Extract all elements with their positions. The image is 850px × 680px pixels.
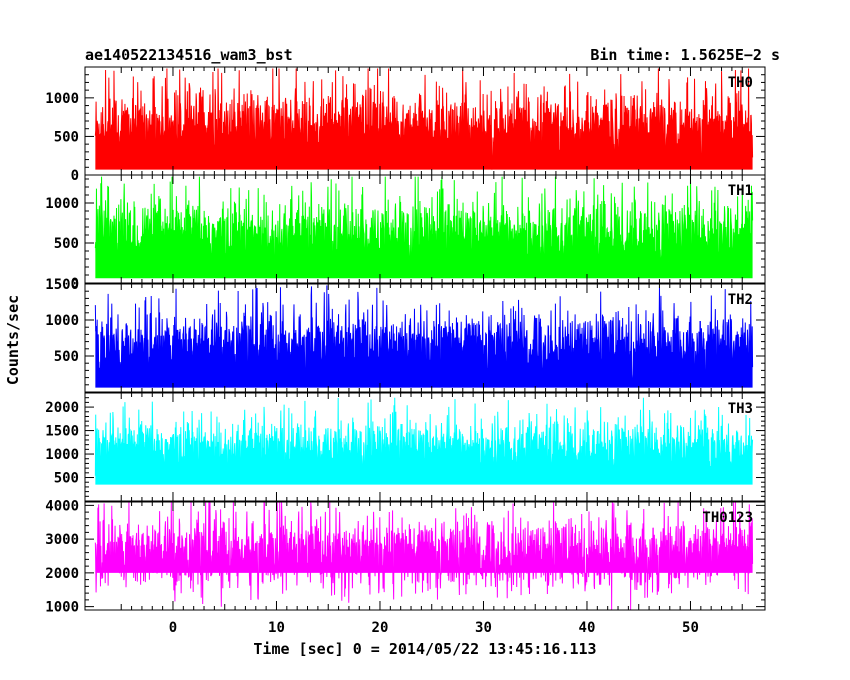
panel-label-th0: TH0 xyxy=(728,75,753,91)
x-tick-label: 30 xyxy=(475,620,492,636)
x-axis-label: Time [sec] 0 = 2014/05/22 13:45:16.113 xyxy=(253,640,596,658)
panel-th0: 0 500 1000 TH0 xyxy=(45,66,766,184)
x-tick-label: 40 xyxy=(579,620,596,636)
y-tick-label: 500 xyxy=(54,129,79,145)
panel-th2: 500 1000 1500 TH2 xyxy=(45,277,766,393)
panel-frame xyxy=(84,392,766,502)
panel-label-th3: TH3 xyxy=(728,401,753,417)
x-tick-label: 10 xyxy=(268,620,285,636)
series-line-th1 xyxy=(94,176,754,278)
panel-label-th0123: TH0123 xyxy=(702,510,753,526)
y-tick-label: 1500 xyxy=(45,424,79,440)
y-tick-label: 500 xyxy=(54,349,79,365)
panel-label-th1: TH1 xyxy=(728,183,753,199)
y-tick-label: 0 xyxy=(71,168,79,184)
y-axis-label: Counts/sec xyxy=(4,295,22,385)
y-tick-label: 1000 xyxy=(45,313,79,329)
y-tick-label: 500 xyxy=(54,471,79,487)
y-tick-label: 0 xyxy=(71,276,79,292)
y-tick-label: 1000 xyxy=(45,91,79,107)
y-tick-label: 1000 xyxy=(45,447,79,463)
panel-frame xyxy=(84,501,766,611)
panel-th3: 500 1000 1500 2000 TH3 xyxy=(45,392,766,502)
y-tick-label: 2000 xyxy=(45,400,79,416)
y-tick-label: 3000 xyxy=(45,532,79,548)
y-tick-label: 1000 xyxy=(45,196,79,212)
series-line-th0123 xyxy=(94,502,754,610)
x-tick-label: 0 xyxy=(169,620,177,636)
bin-time-label: Bin time: 1.5625E−2 s xyxy=(590,46,780,64)
series-line-th3 xyxy=(94,397,754,485)
series-line-th0 xyxy=(94,68,754,170)
series-line-th2 xyxy=(94,285,754,388)
y-tick-label: 2000 xyxy=(45,566,79,582)
panels-group: 0 500 1000 TH0 0 500 1000 TH1 500 1000 1500 TH2 500 1… xyxy=(45,66,766,616)
chart-title: ae140522134516_wam3_bst xyxy=(85,46,293,64)
y-tick-label: 1500 xyxy=(45,277,79,293)
panel-th0123: 1000 2000 3000 4000 TH0123 xyxy=(45,498,766,616)
panel-th1: 0 500 1000 TH1 xyxy=(45,174,766,292)
panel-frame xyxy=(84,174,766,284)
x-axis: 0 10 20 30 40 50 xyxy=(169,620,699,636)
x-tick-label: 50 xyxy=(682,620,699,636)
y-tick-label: 500 xyxy=(54,236,79,252)
panel-label-th2: TH2 xyxy=(728,292,753,308)
y-tick-label: 4000 xyxy=(45,498,79,514)
y-tick-label: 1000 xyxy=(45,600,79,616)
panel-frame xyxy=(84,283,766,393)
x-tick-label: 20 xyxy=(372,620,389,636)
